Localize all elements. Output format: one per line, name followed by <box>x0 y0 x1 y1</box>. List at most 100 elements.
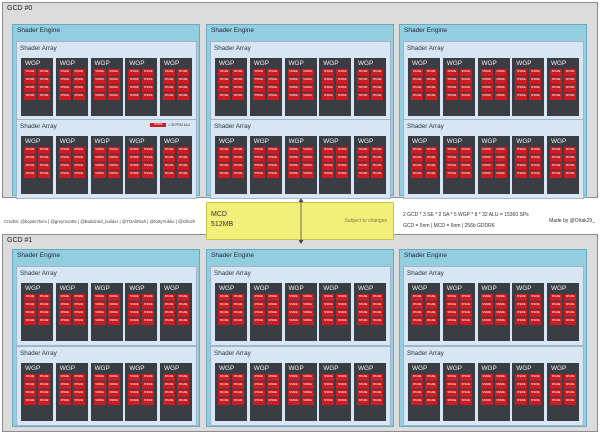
shader-unit: SHADE <box>480 93 493 100</box>
wgp: WGP SHADE SHADE SHADE SHADE SHADE SHADE SHADE SH… <box>319 363 352 421</box>
shader-unit: SHADE <box>128 398 141 405</box>
shader-unit: SHADE <box>550 171 562 178</box>
wgp: WGP SHADE SHADE SHADE SHADE SHADE SHADE SHADE SH… <box>21 363 53 421</box>
shader-unit: SHADE <box>38 382 50 389</box>
shader-unit: SHADE <box>425 77 437 84</box>
shader-unit: SHADE <box>128 318 141 325</box>
shader-unit: SHADE <box>459 294 472 301</box>
shader-unit: SHADE <box>93 398 106 405</box>
shader-unit: SHADE <box>371 310 383 317</box>
shader-unit: SHADE <box>550 163 562 170</box>
shader-unit: SHADE <box>411 390 423 397</box>
shader-unit: SHADE <box>459 69 472 76</box>
wgp: WGP SHADE SHADE SHADE SHADE SHADE SHADE SHADE SH… <box>249 283 282 341</box>
shader-unit: SHADE <box>72 382 85 389</box>
shader-unit: SHADE <box>142 390 155 397</box>
shader-unit: SHADE <box>371 77 383 84</box>
wgp-label: WGP <box>551 60 567 67</box>
shader-grid: SHADE SHADE SHADE SHADE SHADE SHADE SHADE SHADE <box>411 374 437 405</box>
shader-grid: SHADE SHADE SHADE SHADE SHADE SHADE SHADE SHADE <box>58 147 85 178</box>
shader-unit: SHADE <box>142 163 155 170</box>
shader-unit: SHADE <box>218 147 230 154</box>
wgp-label: WGP <box>481 138 497 145</box>
made-by: Made by @Olrak29_ <box>549 218 595 224</box>
wgp: WGP SHADE SHADE SHADE SHADE SHADE SHADE SHADE SH… <box>160 136 192 194</box>
shader-unit: SHADE <box>128 69 141 76</box>
shader-unit: SHADE <box>252 294 265 301</box>
wgp: WGP SHADE SHADE SHADE SHADE SHADE SHADE SHADE SH… <box>215 363 247 421</box>
shader-unit: SHADE <box>301 302 314 309</box>
shader-unit: SHADE <box>494 310 507 317</box>
shader-unit: SHADE <box>411 77 423 84</box>
wgp-row: WGP SHADE SHADE SHADE SHADE SHADE SHADE SHADE SH… <box>21 136 192 194</box>
shader-unit: SHADE <box>515 155 528 162</box>
shader-unit: SHADE <box>93 390 106 397</box>
shader-unit: SHADE <box>480 85 493 92</box>
wgp-label: WGP <box>219 365 235 372</box>
shader-unit: SHADE <box>24 77 36 84</box>
shader-unit: SHADE <box>459 390 472 397</box>
shader-unit: SHADE <box>494 93 507 100</box>
shader-unit: SHADE <box>163 374 175 381</box>
shader-engine: Shader Engine Shader Array WGP SHADE SHADE SH… <box>206 249 394 427</box>
shader-unit: SHADE <box>301 163 314 170</box>
shader-unit: SHADE <box>322 318 335 325</box>
shader-array-title: Shader Array <box>214 270 251 277</box>
shader-unit: SHADE <box>459 310 472 317</box>
shader-unit: SHADE <box>252 69 265 76</box>
shader-engine-title: Shader Engine <box>211 252 255 259</box>
shader-array-title: Shader Array <box>214 45 251 52</box>
shader-unit: SHADE <box>480 77 493 84</box>
shader-unit: SHADE <box>425 318 437 325</box>
wgp: WGP SHADE SHADE SHADE SHADE SHADE SHADE SHADE SH… <box>21 58 53 116</box>
shader-array: Shader Array WGP SHADE SHADE SHADE SHADE SHADE… <box>16 346 197 426</box>
shader-unit: SHADE <box>93 69 106 76</box>
wgp: WGP SHADE SHADE SHADE SHADE SHADE SHADE SHADE SH… <box>408 58 440 116</box>
wgp: WGP SHADE SHADE SHADE SHADE SHADE SHADE SHADE SH… <box>408 363 440 421</box>
wgp-label: WGP <box>288 60 304 67</box>
shader-unit: SHADE <box>445 147 458 154</box>
shader-unit: SHADE <box>177 302 189 309</box>
shader-grid: SHADE SHADE SHADE SHADE SHADE SHADE SHADE SHADE <box>24 294 50 325</box>
shader-unit: SHADE <box>425 310 437 317</box>
shader-grid: SHADE SHADE SHADE SHADE SHADE SHADE SHADE SHADE <box>128 69 155 100</box>
shader-unit: SHADE <box>480 147 493 154</box>
shader-grid: SHADE SHADE SHADE SHADE SHADE SHADE SHADE SHADE <box>515 147 542 178</box>
shader-grid: SHADE SHADE SHADE SHADE SHADE SHADE SHADE SHADE <box>163 147 189 178</box>
shader-unit: SHADE <box>177 155 189 162</box>
shader-grid: SHADE SHADE SHADE SHADE SHADE SHADE SHADE SHADE <box>93 374 120 405</box>
shader-unit: SHADE <box>252 398 265 405</box>
shader-grid: SHADE SHADE SHADE SHADE SHADE SHADE SHADE SHADE <box>24 147 50 178</box>
shader-unit: SHADE <box>287 318 300 325</box>
shader-unit: SHADE <box>218 155 230 162</box>
wgp: WGP SHADE SHADE SHADE SHADE SHADE SHADE SHADE SH… <box>125 283 158 341</box>
shader-unit: SHADE <box>480 398 493 405</box>
shader-unit: SHADE <box>371 69 383 76</box>
shader-unit: SHADE <box>357 318 369 325</box>
shader-unit: SHADE <box>322 294 335 301</box>
shader-unit: SHADE <box>336 163 349 170</box>
shader-unit: SHADE <box>252 171 265 178</box>
shader-unit: SHADE <box>515 171 528 178</box>
shader-unit: SHADE <box>38 398 50 405</box>
shader-unit: SHADE <box>301 310 314 317</box>
wgp: WGP SHADE SHADE SHADE SHADE SHADE SHADE SHADE SH… <box>354 283 386 341</box>
shader-unit: SHADE <box>287 93 300 100</box>
shader-unit: SHADE <box>93 318 106 325</box>
shader-unit: SHADE <box>252 390 265 397</box>
wgp-label: WGP <box>25 285 41 292</box>
shader-array-title: Shader Array <box>407 123 444 130</box>
shader-unit: SHADE <box>371 390 383 397</box>
shader-unit: SHADE <box>411 374 423 381</box>
shader-unit: SHADE <box>38 69 50 76</box>
shader-unit: SHADE <box>459 163 472 170</box>
shader-unit: SHADE <box>425 69 437 76</box>
shader-unit: SHADE <box>425 155 437 162</box>
wgp-label: WGP <box>516 365 532 372</box>
wgp-label: WGP <box>59 365 76 372</box>
shader-unit: SHADE <box>529 93 542 100</box>
shader-unit: SHADE <box>232 163 244 170</box>
shader-unit: SHADE <box>459 77 472 84</box>
shader-unit: SHADE <box>425 294 437 301</box>
shader-grid: SHADE SHADE SHADE SHADE SHADE SHADE SHADE SHADE <box>445 147 472 178</box>
